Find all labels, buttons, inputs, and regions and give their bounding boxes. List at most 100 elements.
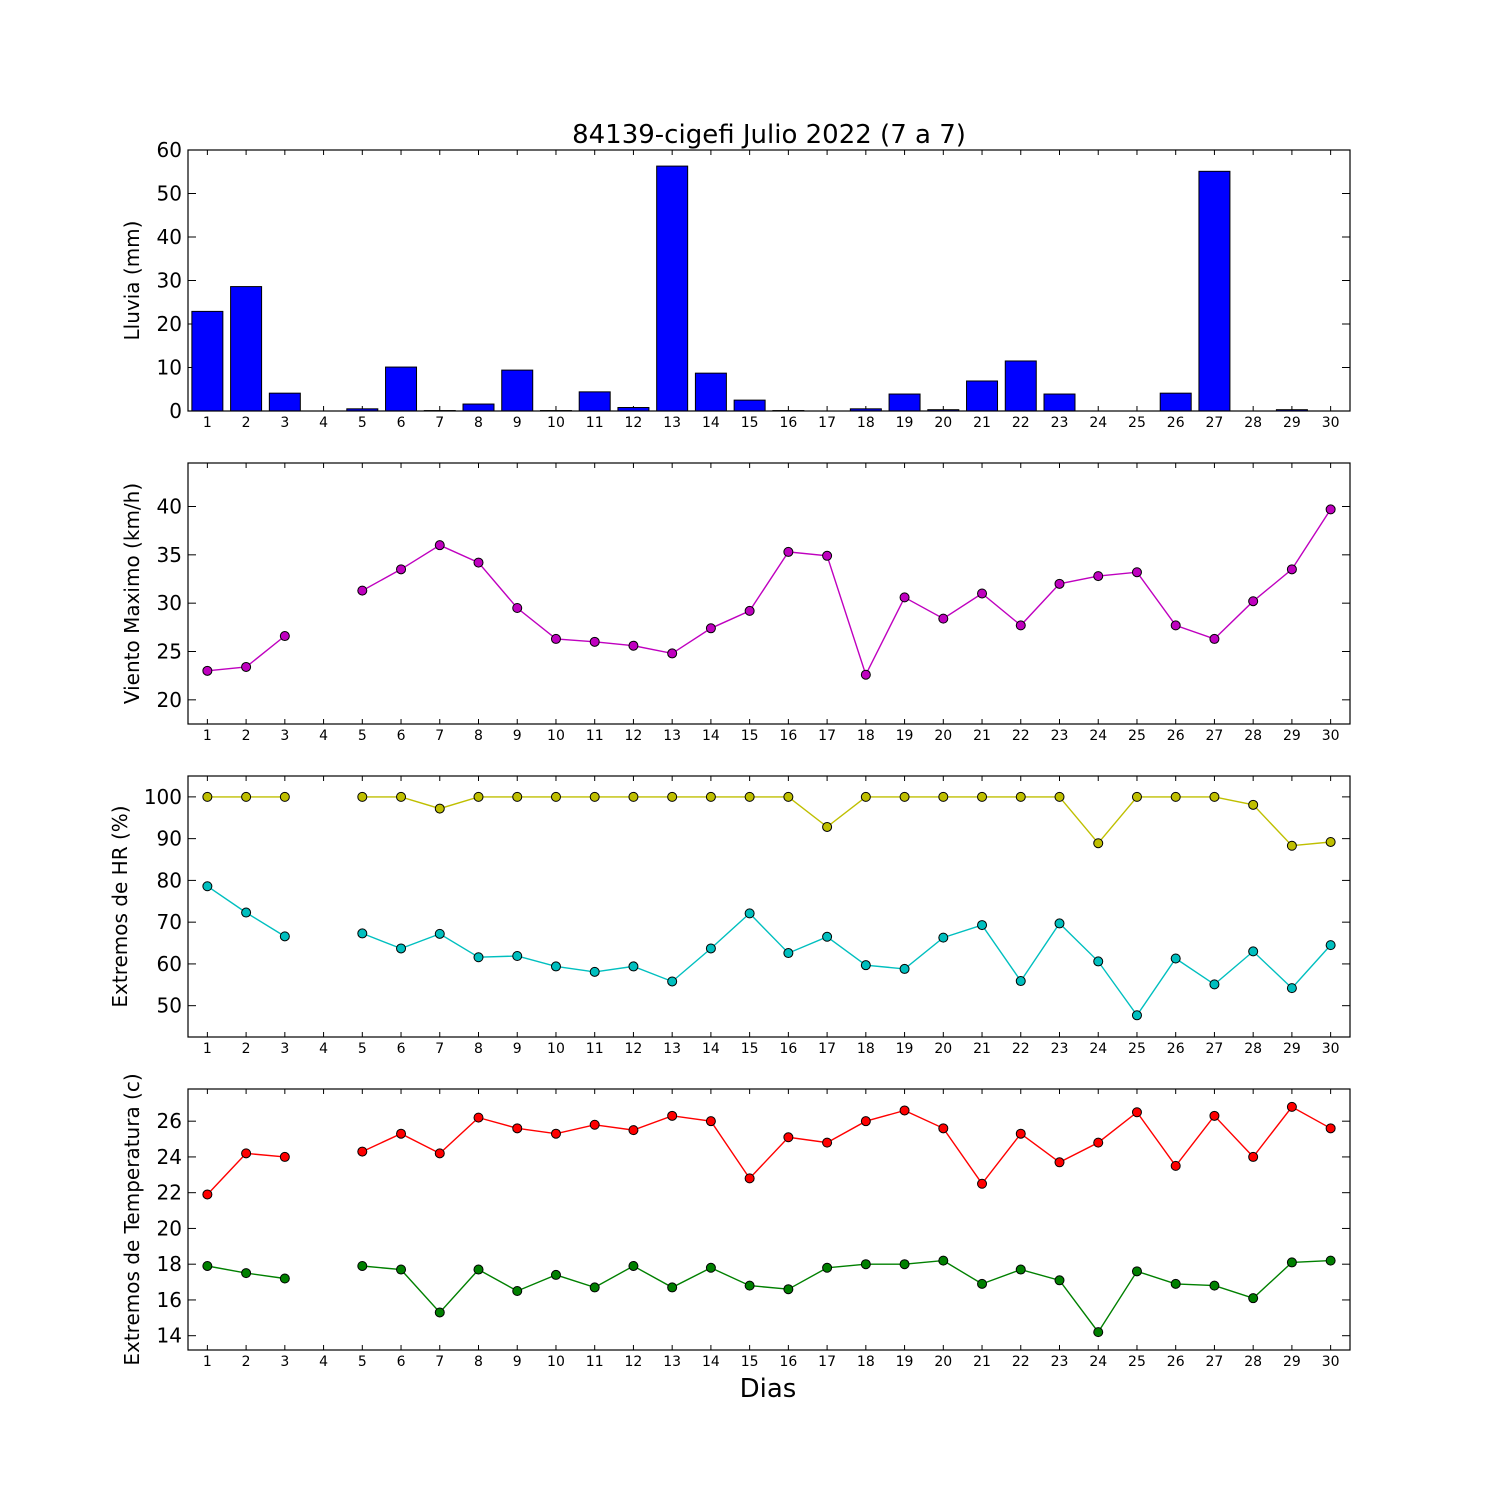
- data-point: [629, 1126, 638, 1135]
- x-tick-label: 21: [973, 415, 991, 431]
- x-tick-label: 4: [319, 1354, 328, 1370]
- plot-frame: [188, 776, 1350, 1037]
- data-point: [280, 932, 289, 941]
- series-line: [362, 1107, 1330, 1184]
- x-tick-label: 23: [1051, 1354, 1069, 1370]
- y-tick-label: 20: [157, 312, 182, 336]
- data-point: [1210, 980, 1219, 989]
- x-tick-label: 2: [242, 415, 251, 431]
- y-tick-label: 24: [157, 1145, 182, 1169]
- data-point: [706, 792, 715, 801]
- x-tick-label: 28: [1244, 415, 1262, 431]
- data-point: [513, 792, 522, 801]
- data-point: [203, 1261, 212, 1270]
- data-point: [358, 929, 367, 938]
- x-tick-label: 5: [358, 1041, 367, 1057]
- x-tick-label: 23: [1051, 415, 1069, 431]
- x-tick-label: 22: [1012, 415, 1030, 431]
- x-tick-label: 18: [857, 728, 875, 744]
- x-tick-label: 23: [1051, 728, 1069, 744]
- x-tick-label: 7: [435, 728, 444, 744]
- x-tick-label: 10: [547, 1041, 565, 1057]
- data-point: [358, 1261, 367, 1270]
- data-point: [706, 1117, 715, 1126]
- x-tick-label: 21: [973, 1041, 991, 1057]
- x-tick-label: 20: [934, 415, 952, 431]
- y-tick-label: 35: [157, 543, 182, 567]
- data-point: [1171, 1279, 1180, 1288]
- x-tick-label: 29: [1283, 415, 1301, 431]
- data-point: [358, 586, 367, 595]
- y-tick-label: 30: [157, 269, 182, 293]
- x-tick-label: 29: [1283, 1041, 1301, 1057]
- y-tick-label: 50: [157, 182, 182, 206]
- x-tick-label: 25: [1128, 415, 1146, 431]
- data-point: [242, 908, 251, 917]
- x-tick-label: 6: [397, 415, 406, 431]
- data-point: [1132, 1108, 1141, 1117]
- x-tick-label: 17: [818, 415, 836, 431]
- y-tick-label: 20: [157, 688, 182, 712]
- data-point: [474, 953, 483, 962]
- data-point: [1249, 947, 1258, 956]
- x-tick-label: 18: [857, 1354, 875, 1370]
- x-tick-label: 8: [474, 415, 483, 431]
- plot-frame: [188, 150, 1350, 411]
- data-point: [1055, 792, 1064, 801]
- x-tick-label: 29: [1283, 1354, 1301, 1370]
- y-tick-label: 26: [157, 1109, 182, 1133]
- x-tick-label: 16: [779, 728, 797, 744]
- x-tick-label: 27: [1206, 728, 1224, 744]
- data-point: [1055, 919, 1064, 928]
- chart-title: 84139-cigefi Julio 2022 (7 a 7): [572, 120, 966, 150]
- x-tick-label: 2: [242, 728, 251, 744]
- x-tick-label: 27: [1206, 1041, 1224, 1057]
- data-point: [1016, 1129, 1025, 1138]
- data-point: [435, 804, 444, 813]
- x-tick-label: 30: [1322, 415, 1340, 431]
- y-tick-label: 14: [157, 1324, 182, 1348]
- data-point: [280, 1152, 289, 1161]
- x-tick-label: 7: [435, 1041, 444, 1057]
- y-tick-label: 0: [169, 399, 182, 423]
- data-point: [668, 1111, 677, 1120]
- data-point: [939, 933, 948, 942]
- x-tick-label: 6: [397, 1041, 406, 1057]
- x-tick-label: 15: [741, 1354, 759, 1370]
- x-tick-label: 9: [513, 1354, 522, 1370]
- x-tick-label: 2: [242, 1041, 251, 1057]
- data-point: [513, 951, 522, 960]
- x-tick-label: 21: [973, 728, 991, 744]
- x-tick-label: 4: [319, 415, 328, 431]
- data-point: [629, 792, 638, 801]
- data-point: [939, 1124, 948, 1133]
- data-point: [590, 637, 599, 646]
- data-point: [706, 1263, 715, 1272]
- x-tick-label: 22: [1012, 1041, 1030, 1057]
- data-point: [978, 792, 987, 801]
- data-point: [590, 967, 599, 976]
- data-point: [629, 641, 638, 650]
- data-point: [745, 909, 754, 918]
- x-tick-label: 26: [1167, 1354, 1185, 1370]
- data-point: [397, 792, 406, 801]
- bar: [967, 381, 998, 411]
- y-tick-label: 22: [157, 1181, 182, 1205]
- data-point: [1132, 792, 1141, 801]
- data-point: [1287, 1258, 1296, 1267]
- x-tick-label: 26: [1167, 415, 1185, 431]
- data-point: [1210, 634, 1219, 643]
- y-tick-label: 50: [157, 994, 182, 1018]
- data-point: [1016, 792, 1025, 801]
- data-point: [978, 921, 987, 930]
- x-tick-label: 30: [1322, 1041, 1340, 1057]
- x-tick-label: 16: [779, 1041, 797, 1057]
- series-line: [362, 913, 1330, 1015]
- x-tick-label: 14: [702, 728, 720, 744]
- data-point: [1287, 841, 1296, 850]
- data-point: [823, 1263, 832, 1272]
- x-tick-label: 4: [319, 1041, 328, 1057]
